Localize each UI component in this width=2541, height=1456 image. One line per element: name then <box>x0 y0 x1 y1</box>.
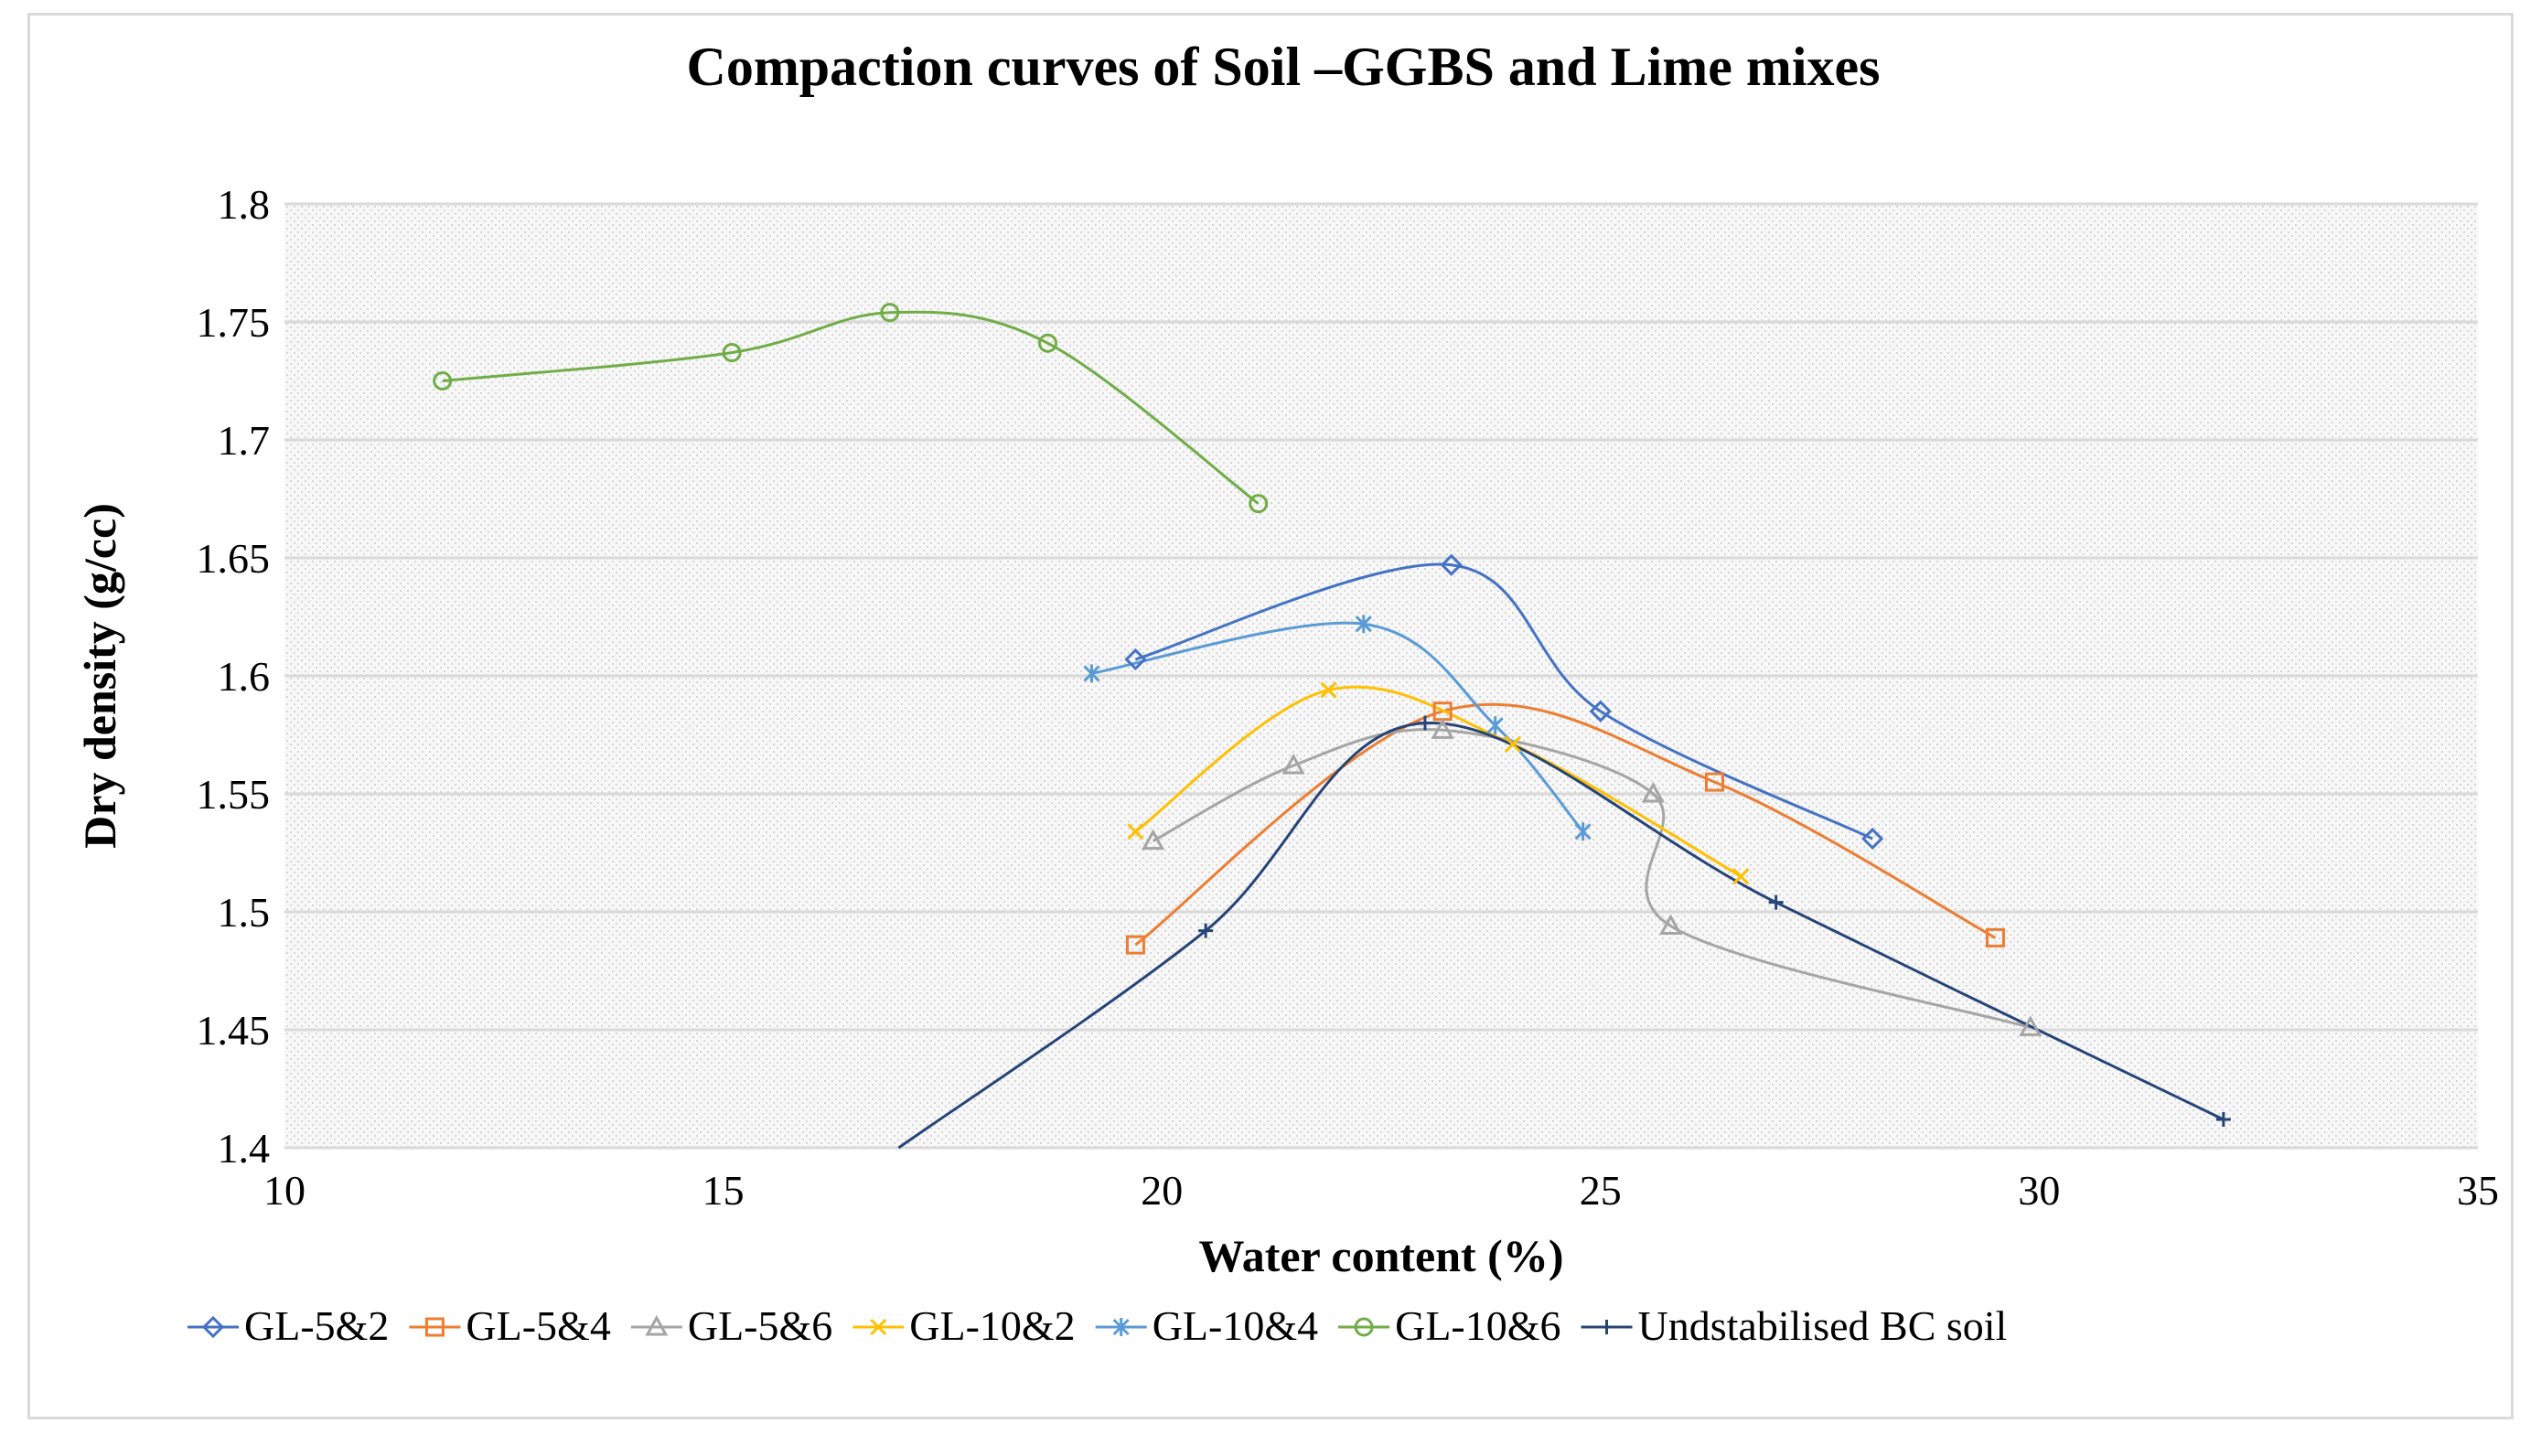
series-line <box>442 310 1260 505</box>
data-point <box>1038 333 1058 353</box>
data-point <box>1704 772 1724 792</box>
data-point <box>1658 914 1683 935</box>
data-point <box>1198 923 1214 938</box>
chart-title: Compaction curves of Soil –GGBS and Lime… <box>686 37 1880 97</box>
y-tick-label: 1.4 <box>218 1125 271 1172</box>
series-line <box>1152 728 2032 1029</box>
data-point <box>1985 927 2005 947</box>
x-tick-label: 15 <box>702 1167 745 1214</box>
data-point <box>1431 718 1454 739</box>
x-tick-label: 10 <box>263 1167 306 1214</box>
legend-item: GL-5&6 <box>630 1302 832 1349</box>
chart-frame: Compaction curves of Soil –GGBS and Lime… <box>27 13 2514 1419</box>
legend-marker <box>1599 1320 1614 1334</box>
y-tick-label: 1.7 <box>218 417 271 464</box>
legend-marker <box>870 1318 887 1336</box>
data-point <box>433 371 453 391</box>
data-point <box>1732 868 1750 885</box>
legend-label: GL-10&6 <box>1395 1302 1560 1349</box>
data-point <box>1281 753 1305 775</box>
legend-item: GL-10&2 <box>852 1302 1076 1349</box>
legend-label: GL-10&2 <box>909 1302 1075 1349</box>
data-point <box>1768 894 1784 910</box>
legend-label: Undstabilised BC soil <box>1638 1302 2008 1349</box>
legend-marker <box>1354 1317 1374 1337</box>
legend: GL-5&2 GL-5&4 GL-5&6 GL-10&2 GL-10&4 GL-10&6 U… <box>188 1302 2007 1349</box>
y-tick-label: 1.5 <box>218 889 271 936</box>
data-point <box>1589 700 1612 723</box>
x-tick-label: 30 <box>2018 1167 2060 1214</box>
data-point <box>2215 1112 2231 1128</box>
data-point <box>1127 823 1144 840</box>
series-line <box>1134 562 1873 840</box>
data-point <box>1125 935 1145 955</box>
data-point <box>1249 494 1269 514</box>
legend-marker <box>201 1315 225 1339</box>
legend-item: Undstabilised BC soil <box>1581 1302 2008 1349</box>
data-point <box>722 343 742 363</box>
legend-marker <box>1112 1318 1130 1336</box>
legend-label: GL-5&2 <box>244 1302 389 1349</box>
data-point <box>1124 648 1147 671</box>
data-point <box>1142 829 1165 851</box>
legend-item: GL-10&4 <box>1095 1302 1318 1349</box>
y-tick-label: 1.75 <box>197 299 271 346</box>
y-tick-label: 1.45 <box>197 1007 271 1054</box>
data-point <box>1417 715 1432 731</box>
legend-label: GL-5&4 <box>466 1302 610 1349</box>
x-tick-label: 35 <box>2457 1167 2499 1214</box>
legend-marker <box>424 1317 445 1337</box>
data-point <box>1861 827 1884 851</box>
data-point <box>880 303 900 323</box>
data-point <box>1641 781 1665 803</box>
legend-item: GL-10&6 <box>1338 1302 1561 1349</box>
data-point <box>1083 664 1100 683</box>
y-tick-label: 1.65 <box>197 535 271 582</box>
data-point <box>1355 615 1372 634</box>
data-point <box>1320 681 1337 699</box>
legend-item: GL-5&2 <box>188 1302 389 1349</box>
x-axis-title: Water content (%) <box>1199 1230 1564 1281</box>
data-point <box>1440 553 1463 576</box>
legend-item: GL-5&4 <box>409 1302 611 1349</box>
legend-marker <box>645 1314 669 1336</box>
y-tick-label: 1.55 <box>197 771 271 818</box>
series-line <box>1134 685 1742 878</box>
legend-label: GL-10&4 <box>1153 1302 1318 1349</box>
data-point <box>1486 716 1504 735</box>
legend-label: GL-5&6 <box>688 1302 832 1349</box>
x-tick-label: 20 <box>1141 1167 1183 1214</box>
series-line <box>1091 621 1584 833</box>
data-point <box>1574 822 1592 841</box>
data-point <box>2019 1015 2042 1036</box>
y-tick-label: 1.8 <box>218 181 271 228</box>
chart: Compaction curves of Soil –GGBS and Lime… <box>74 37 2499 1349</box>
x-tick-label: 25 <box>1580 1167 1622 1214</box>
series-line <box>1134 702 1997 947</box>
y-axis-title: Dry density (g/cc) <box>74 503 125 849</box>
y-tick-label: 1.6 <box>218 653 271 700</box>
data-point <box>1504 735 1521 753</box>
